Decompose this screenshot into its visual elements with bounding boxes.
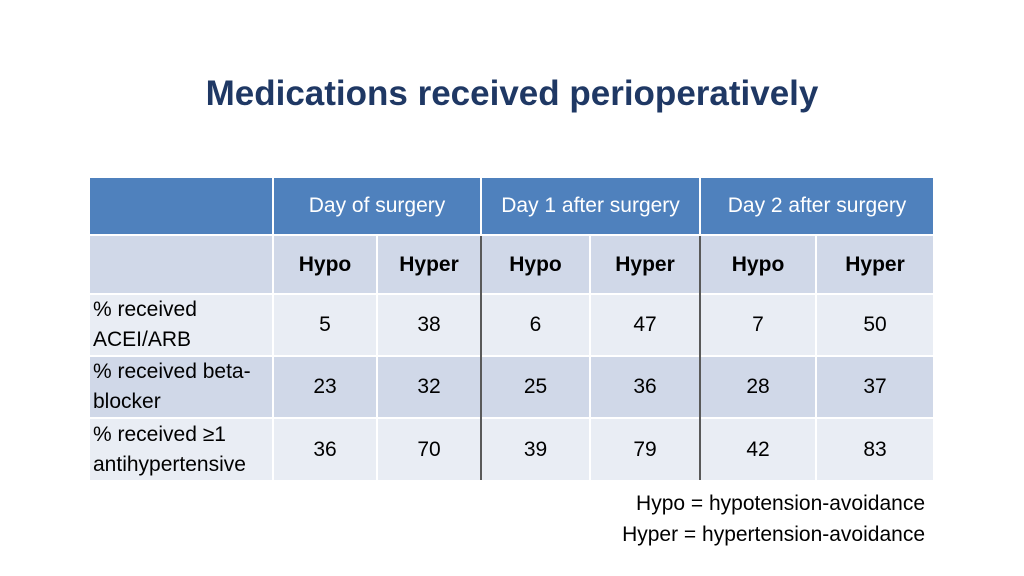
row-label: % received ACEI/ARB bbox=[90, 293, 273, 356]
table-cell: 38 bbox=[376, 293, 481, 356]
table-group-header-row: Day of surgery Day 1 after surgery Day 2… bbox=[90, 178, 934, 235]
legend-line-hyper: Hyper = hypertension-avoidance bbox=[622, 523, 925, 546]
row-label-line: ACEI/ARB bbox=[93, 328, 192, 351]
table-cell: 36 bbox=[588, 355, 701, 418]
group-header-day-of-surgery: Day of surgery bbox=[272, 178, 481, 235]
legend: Hypo = hypotension-avoidance Hyper = hyp… bbox=[622, 488, 925, 550]
table-cell: 23 bbox=[272, 355, 377, 418]
header-empty-cell bbox=[90, 178, 273, 235]
table-cell: 36 bbox=[272, 417, 377, 480]
table-cell: 83 bbox=[815, 417, 934, 480]
subheader-cell: Hyper bbox=[815, 234, 934, 294]
subheader-cell: Hyper bbox=[588, 234, 701, 294]
row-label-line: % received beta- bbox=[93, 360, 251, 383]
table-row: % received ACEI/ARB 5 38 6 47 7 50 bbox=[90, 293, 934, 356]
subheader-cell: Hypo bbox=[272, 234, 377, 294]
table-cell: 39 bbox=[480, 417, 590, 480]
subheader-cell: Hypo bbox=[480, 234, 590, 294]
row-label-line: blocker bbox=[93, 390, 161, 413]
row-label-line: % received bbox=[93, 298, 197, 321]
table-cell: 7 bbox=[699, 293, 817, 356]
subheader-empty-cell bbox=[90, 234, 273, 294]
table-cell: 70 bbox=[376, 417, 481, 480]
table-cell: 6 bbox=[480, 293, 590, 356]
table-cell: 42 bbox=[699, 417, 817, 480]
medications-table: Day of surgery Day 1 after surgery Day 2… bbox=[90, 178, 934, 480]
group-header-day-2: Day 2 after surgery bbox=[699, 178, 934, 235]
table-cell: 37 bbox=[815, 355, 934, 418]
row-label: % received beta- blocker bbox=[90, 355, 273, 418]
table-cell: 50 bbox=[815, 293, 934, 356]
table-cell: 25 bbox=[480, 355, 590, 418]
table-cell: 47 bbox=[588, 293, 701, 356]
legend-line-hypo: Hypo = hypotension-avoidance bbox=[636, 492, 925, 515]
table-subheader-row: Hypo Hyper Hypo Hyper Hypo Hyper bbox=[90, 234, 934, 294]
table-row: % received ≥1 antihypertensive 36 70 39 … bbox=[90, 417, 934, 480]
row-label-line: % received ≥1 bbox=[93, 422, 226, 446]
row-label-line: antihypertensive bbox=[93, 452, 246, 476]
group-header-day-1: Day 1 after surgery bbox=[479, 178, 701, 235]
table-cell: 79 bbox=[588, 417, 701, 480]
table-cell: 5 bbox=[272, 293, 377, 356]
table-cell: 32 bbox=[376, 355, 481, 418]
subheader-cell: Hypo bbox=[699, 234, 817, 294]
subheader-cell: Hyper bbox=[376, 234, 481, 294]
row-label: % received ≥1 antihypertensive bbox=[90, 417, 273, 480]
table-row: % received beta- blocker 23 32 25 36 28 … bbox=[90, 355, 934, 418]
table-cell: 28 bbox=[699, 355, 817, 418]
slide-title: Medications received perioperatively bbox=[205, 74, 819, 113]
